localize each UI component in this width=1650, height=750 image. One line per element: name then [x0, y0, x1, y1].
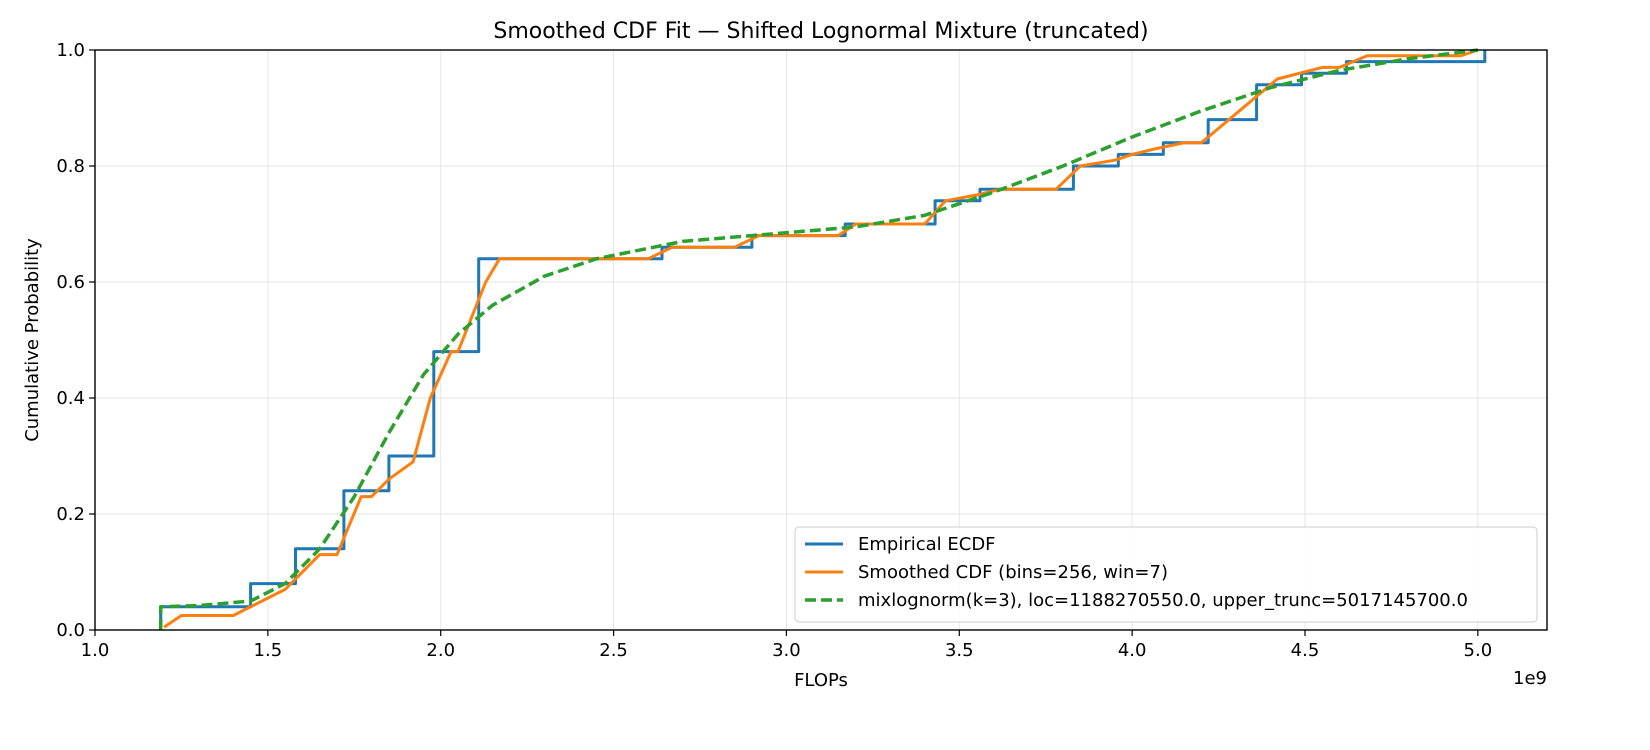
y-tick-label: 0.2: [56, 504, 85, 525]
y-tick-label: 1.0: [56, 40, 85, 61]
legend-box: [794, 526, 1538, 623]
legend-label-3: mixlognorm(k=3), loc=1188270550.0, upper…: [858, 590, 1468, 611]
series-lines: [158, 48, 1487, 630]
chart-title: Smoothed CDF Fit — Shifted Lognormal Mix…: [493, 19, 1148, 44]
y-tick-label: 0.6: [56, 272, 85, 293]
series-line-2: [163, 48, 1479, 629]
x-tick-label: 2.5: [599, 640, 628, 661]
x-tick-label: 1.5: [254, 640, 283, 661]
x-tick-label: 4.5: [1291, 640, 1320, 661]
y-tick-label: 0.4: [56, 388, 85, 409]
y-tick-label: 0.8: [56, 156, 85, 177]
axis-ticks: 1.0 1.5 2.0 2.5 3.0 3.5 4.0 4.5 5.0 0.0 0.2 0.4 0.6 0…: [56, 40, 1492, 661]
plot-frame: [94, 49, 1548, 631]
x-tick-label: 5.0: [1464, 640, 1493, 661]
y-axis-label: Cumulative Probability: [22, 238, 43, 442]
legend-label-2: Smoothed CDF (bins=256, win=7): [858, 562, 1168, 583]
x-tick-label: 3.0: [772, 640, 801, 661]
x-tick-label: 2.0: [426, 640, 455, 661]
series-line-3: [158, 48, 1479, 630]
x-axis-label: FLOPs: [794, 670, 848, 691]
y-tick-label: 0.0: [56, 620, 85, 641]
legend: Empirical ECDF Smoothed CDF (bins=256, wi…: [794, 526, 1538, 623]
x-tick-label: 3.5: [945, 640, 974, 661]
legend-label-1: Empirical ECDF: [858, 534, 996, 555]
x-tick-label: 4.0: [1118, 640, 1147, 661]
x-tick-label: 1.0: [81, 640, 110, 661]
x-axis-offset-label: 1e9: [1513, 668, 1547, 689]
